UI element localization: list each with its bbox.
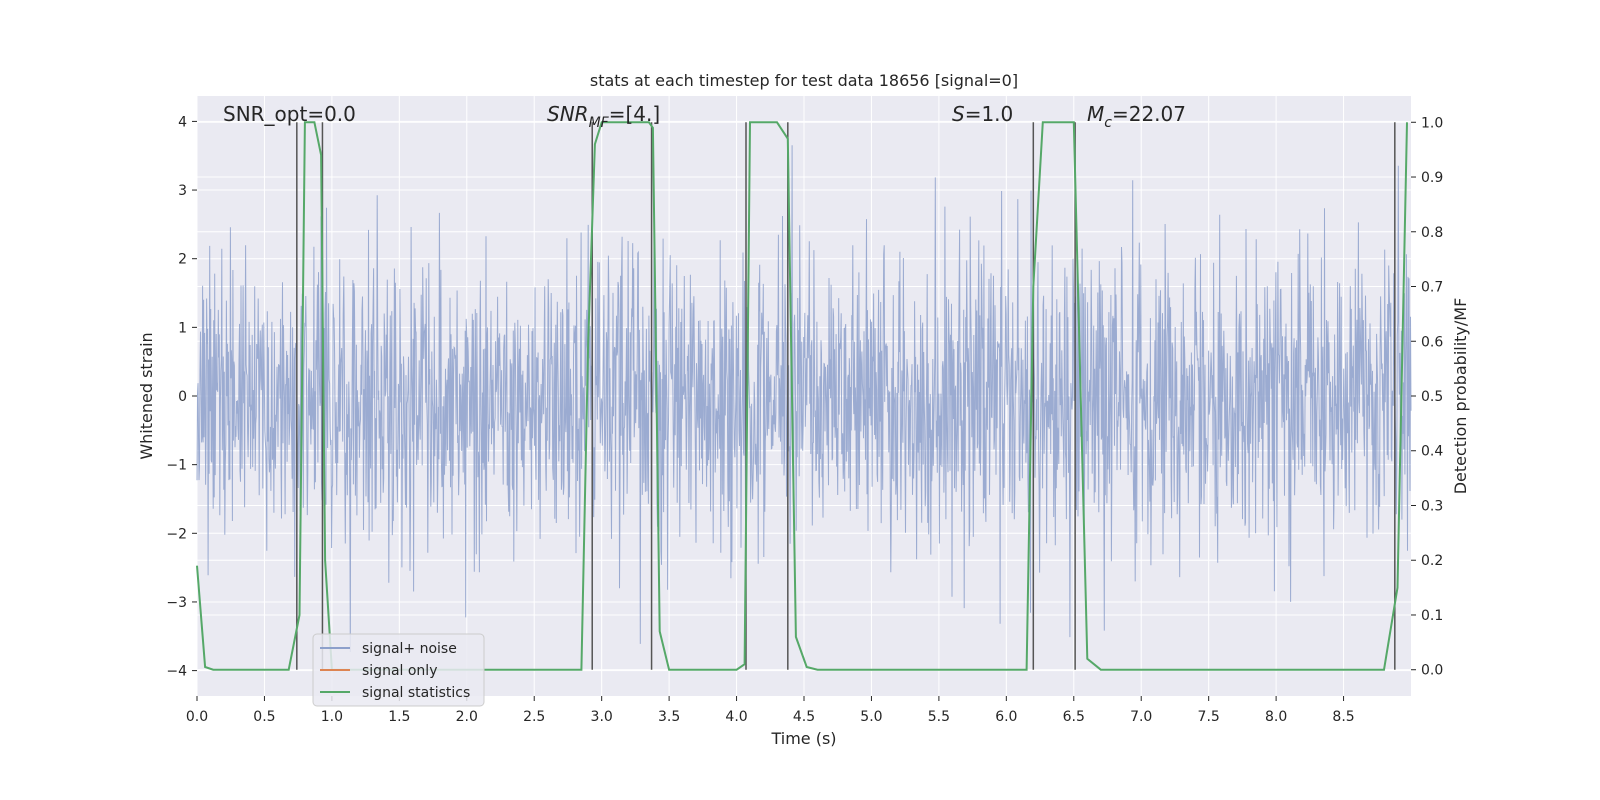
- x-tick-label: 2.5: [523, 709, 545, 725]
- y2-tick-label: 0.6: [1421, 334, 1443, 350]
- legend-box: [312, 633, 485, 707]
- annotation-mc-val: =22.07: [1112, 102, 1186, 126]
- x-tick-label: 4.0: [725, 709, 747, 725]
- y-tick-label: 2: [178, 252, 187, 268]
- x-tick-label: 1.0: [321, 709, 343, 725]
- annotation-s: S=1.0: [952, 102, 1013, 126]
- annotation-mc-sub: c: [1104, 115, 1112, 131]
- y2-tick-label: 0.5: [1421, 389, 1443, 405]
- x-tick-label: 8.0: [1265, 709, 1287, 725]
- x-tick-label: 7.0: [1130, 709, 1152, 725]
- y-tick-label: 1: [178, 320, 187, 336]
- y-tick-label: −1: [166, 458, 187, 474]
- y2-tick-label: 0.9: [1421, 170, 1443, 186]
- annotation-s-sym: S: [952, 102, 965, 126]
- y2-axis-label: Detection probability/MF: [1451, 298, 1470, 495]
- signal-statistics-series: [196, 121, 1408, 671]
- x-tick-label: 5.5: [928, 709, 950, 725]
- x-tick-label: 0.0: [186, 709, 208, 725]
- legend-label-signal-plus-noise: signal+ noise: [362, 641, 457, 657]
- y-tick-label: 4: [178, 114, 187, 130]
- x-tick-label: 6.5: [1063, 709, 1085, 725]
- annotation-snr-mf-sub: MF: [589, 115, 610, 131]
- y2-tick-label: 0.3: [1421, 498, 1443, 514]
- chart-title: stats at each timestep for test data 186…: [590, 71, 1018, 90]
- y-tick-label: −4: [166, 664, 187, 680]
- legend: signal+ noise signal only signal statist…: [312, 633, 485, 707]
- x-tick-label: 3.5: [658, 709, 680, 725]
- annotation-mc: Mc=22.07: [1087, 102, 1186, 131]
- x-tick-label: 0.5: [253, 709, 275, 725]
- y2-tick-label: 1.0: [1421, 115, 1443, 131]
- annotation-snr-opt: SNR_opt=0.0: [223, 102, 356, 126]
- y2-tick-label: 0.2: [1421, 553, 1443, 569]
- y-tick-label: 0: [178, 389, 187, 405]
- signal-statistics-line: [196, 121, 1408, 671]
- annotation-s-val: =1.0: [965, 102, 1014, 126]
- annotation-snr-mf-val: =[4.]: [609, 102, 660, 126]
- annotation-mc-sym: M: [1087, 102, 1104, 126]
- x-tick-label: 2.0: [456, 709, 478, 725]
- signal-plus-noise-line: [196, 145, 1412, 653]
- y2-tick-label: 0.4: [1421, 444, 1443, 460]
- signal-plus-noise-series: [196, 145, 1412, 653]
- x-tick-label: 8.5: [1332, 709, 1354, 725]
- y-tick-labels: −4 −3 −2 −1 0 1 2 3 4: [166, 114, 197, 680]
- x-tick-label: 1.5: [388, 709, 410, 725]
- x-tick-label: 7.5: [1198, 709, 1220, 725]
- y-tick-label: −3: [166, 595, 187, 611]
- y-axis-label: Whitened strain: [137, 332, 156, 459]
- grid: [196, 96, 1411, 696]
- x-tick-label: 4.5: [793, 709, 815, 725]
- y2-tick-label: 0.0: [1421, 663, 1443, 679]
- legend-label-signal-only: signal only: [362, 663, 437, 679]
- x-tick-labels: 0.0 0.5 1.0 1.5 2.0 2.5 3.0 3.5 4.0 4.5 5.0 5.5 6.0 6…: [186, 696, 1355, 725]
- y2-tick-label: 0.7: [1421, 280, 1443, 296]
- y2-tick-labels: 0.0 0.1 0.2 0.3 0.4 0.5 0.6 0.7 0.8 0.9 1.0: [1411, 115, 1443, 679]
- annotation-snr-mf-base: SNR: [547, 102, 589, 126]
- x-tick-label: 3.0: [591, 709, 613, 725]
- y-tick-label: −2: [166, 526, 187, 542]
- y2-tick-label: 0.1: [1421, 608, 1443, 624]
- legend-label-signal-statistics: signal statistics: [362, 685, 470, 701]
- x-tick-label: 5.0: [860, 709, 882, 725]
- y2-tick-label: 0.8: [1421, 225, 1443, 241]
- annotation-snr-mf: SNRMF=[4.]: [547, 102, 660, 131]
- y-tick-label: 3: [178, 183, 187, 199]
- x-axis-label: Time (s): [770, 729, 836, 748]
- x-tick-label: 6.0: [995, 709, 1017, 725]
